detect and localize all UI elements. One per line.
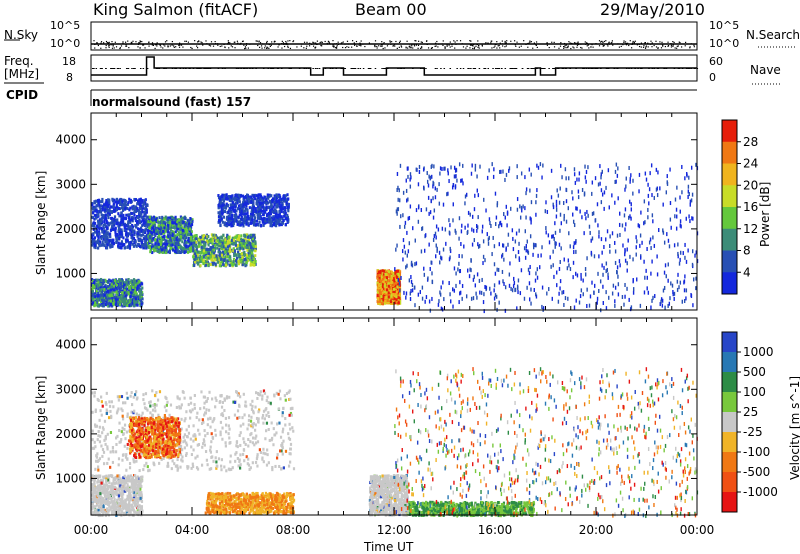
x-tick-label: 12:00: [377, 523, 412, 537]
x-tick-label: 04:00: [175, 523, 210, 537]
colorbar-swatch: [722, 163, 737, 186]
power-colorbar: 28 24 20 16 12 8 4: [721, 119, 758, 295]
x-tick-label: 16:00: [478, 523, 513, 537]
colorbar-tick-label: -1000: [743, 485, 778, 499]
colorbar-swatch: [722, 472, 737, 493]
colorbar-tick-label: 500: [743, 365, 766, 379]
nsky-label: N.Sky: [4, 28, 39, 42]
cpid-value: normalsound (fast) 157: [92, 95, 252, 109]
freq-step-line: [91, 56, 697, 76]
colorbar-tick-label: 8: [743, 244, 751, 258]
colorbar-swatch: [722, 432, 737, 453]
colorbar-tick-label: 100: [743, 385, 766, 399]
nsky-trace: [91, 40, 697, 50]
freq-tick-bottom: 8: [66, 71, 73, 84]
colorbar-tick-label: 25: [743, 405, 758, 419]
power-panel: 1000 2000 3000 4000: [55, 112, 699, 314]
x-tick-label: 00:00: [74, 523, 109, 537]
colorbar-swatch: [722, 272, 737, 295]
colorbar-frame: [721, 331, 738, 513]
velocity-panel: 1000 2000 3000 4000: [55, 317, 699, 519]
colorbar-tick-label: 4: [743, 265, 751, 279]
nave-label: Nave: [750, 63, 781, 77]
colorbar-swatch: [722, 352, 737, 373]
colorbar-swatch: [722, 207, 737, 230]
y-tick-label: 2000: [55, 222, 86, 236]
colorbar-swatch: [722, 492, 737, 513]
y-tick-label: 1000: [55, 266, 86, 280]
colorbar-tick-label: -25: [743, 425, 763, 439]
nsky-tick-bottom: 10^0: [50, 37, 81, 50]
colorbar-swatch: [722, 250, 737, 273]
colorbar-swatch: [722, 412, 737, 433]
beam-label: Beam 00: [355, 0, 427, 19]
y-tick-label: 4000: [55, 338, 86, 352]
y-tick-label: 2000: [55, 427, 86, 441]
colorbar-swatch: [722, 332, 737, 353]
nsky-tick-top: 10^5: [50, 19, 81, 32]
colorbar-tick-label: 12: [743, 222, 758, 236]
colorbar-tick-label: 16: [743, 200, 758, 214]
nave-tick-bottom: 0: [709, 71, 716, 84]
y-tick-label: 4000: [55, 133, 86, 147]
x-tick-label: 00:00: [680, 523, 715, 537]
y-tick-label: 1000: [55, 471, 86, 485]
colorbar-tick-label: -100: [743, 445, 770, 459]
colorbar-tick-label: 28: [743, 135, 758, 149]
colorbar-tick-label: -500: [743, 465, 770, 479]
colorbar-tick-label: 20: [743, 178, 758, 192]
freq-trace: [91, 56, 699, 76]
velocity-colorbar: 1000 500 100 25 -25 -100 -500 -1000: [721, 331, 778, 513]
y-tick-label: 3000: [55, 382, 86, 396]
colorbar-swatch: [722, 141, 737, 164]
colorbar-tick-label: 1000: [743, 345, 774, 359]
colorbar-swatch: [722, 228, 737, 251]
nave-tick-top: 60: [709, 55, 723, 68]
colorbar-swatch: [722, 392, 737, 413]
x-tick-label: 08:00: [276, 523, 311, 537]
colorbar-swatch: [722, 372, 737, 393]
nsearch-label: N.Search: [746, 28, 800, 42]
freq-unit-label: [MHz]: [4, 67, 40, 81]
x-axis-label: Time UT: [364, 540, 414, 554]
colorbar-tick-label: 24: [743, 157, 758, 171]
colorbar-swatch: [722, 452, 737, 473]
freq-label: Freq.: [4, 54, 34, 68]
y-tick-label: 3000: [55, 177, 86, 191]
cpid-label: CPID: [6, 88, 39, 102]
nsky-panel: [90, 21, 698, 51]
colorbar-swatch: [722, 120, 737, 143]
x-tick-label: 20:00: [579, 523, 614, 537]
station-title: King Salmon (fitACF): [93, 0, 259, 19]
nsearch-tick-bottom: 10^0: [709, 37, 740, 50]
freq-tick-top: 18: [62, 55, 76, 68]
date-label: 29/May/2010: [600, 0, 705, 19]
nsearch-tick-top: 10^5: [709, 19, 740, 32]
colorbar-swatch: [722, 185, 737, 208]
